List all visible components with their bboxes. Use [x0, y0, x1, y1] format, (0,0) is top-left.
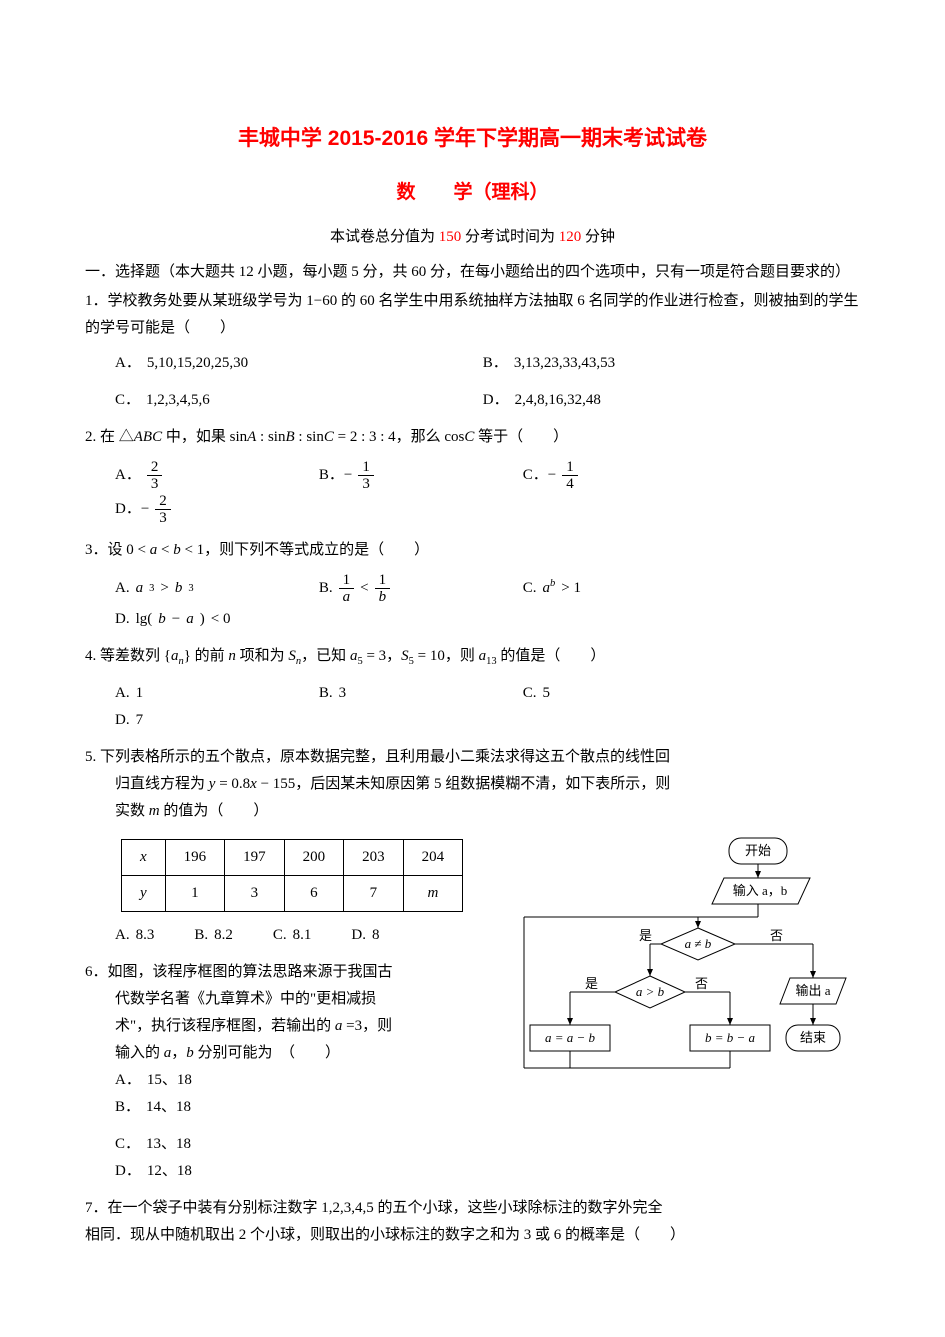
table-cell: 196 — [165, 839, 225, 875]
table-cell: 203 — [344, 839, 404, 875]
svg-text:是: 是 — [585, 976, 598, 991]
q7-l2: 相同．现从中随机取出 2 个小球，则取出的小球标注的数字之和为 3 或 6 的概… — [85, 1222, 860, 1249]
table-cell: 1 — [165, 875, 225, 911]
q1-opt-a: A．5,10,15,20,25,30 — [115, 350, 443, 377]
svg-text:否: 否 — [695, 976, 708, 991]
q1-opt-c: C．1,2,3,4,5,6 — [115, 387, 443, 414]
q2-opt-d: D．−23 — [115, 493, 279, 527]
info-score: 150 — [439, 229, 462, 245]
q3-opt-c: C. ab > 1 — [523, 572, 687, 606]
svg-text:是: 是 — [639, 928, 652, 943]
table-row: y 1 3 6 7 m — [122, 875, 463, 911]
q2-opt-c: C．−14 — [523, 459, 687, 493]
table-cell: 3 — [225, 875, 285, 911]
q2-opt-a: A．23 — [115, 459, 279, 493]
table-cell: 200 — [284, 839, 344, 875]
q2-opt-b: B．−13 — [319, 459, 483, 493]
q3-text: 3．设 0 < a < b < 1，则下列不等式成立的是（ ） — [85, 537, 860, 564]
q1-opt-d: D．2,4,8,16,32,48 — [483, 387, 811, 414]
q2-text: 2. 在 △ABC 中，如果 sinA : sinB : sinC = 2 : … — [85, 424, 860, 451]
q3-opt-d: D. lg(b − a) < 0 — [115, 606, 324, 633]
q5-table: x 196 197 200 203 204 y 1 3 6 7 m — [121, 839, 463, 912]
q6-opt-d: D．12、18 — [115, 1158, 278, 1185]
q1-text: 1．学校教务处要从某班级学号为 1−60 的 60 名学生中用系统抽样方法抽取 … — [85, 288, 860, 342]
q6-l2: 代数学名著《九章算术》中的"更相减损 — [85, 986, 504, 1013]
q5-text: 5. 下列表格所示的五个散点，原本数据完整，且利用最小二乘法求得这五个散点的线性… — [85, 744, 860, 825]
question-3: 3．设 0 < a < b < 1，则下列不等式成立的是（ ） A. a3 > … — [85, 537, 860, 633]
q4-opt-a: A. 1 — [115, 680, 279, 707]
info-time: 120 — [559, 229, 582, 245]
q4-opt-d: D. 7 — [115, 707, 279, 734]
table-cell: 204 — [403, 839, 463, 875]
question-5: 5. 下列表格所示的五个散点，原本数据完整，且利用最小二乘法求得这五个散点的线性… — [85, 744, 860, 825]
info-suffix: 分钟 — [581, 229, 615, 245]
table-cell: x — [122, 839, 166, 875]
q5-opt-c: C. 8.1 — [273, 922, 312, 949]
q6-l1: 6．如图，该程序框图的算法思路来源于我国古 — [85, 959, 504, 986]
info-mid: 分考试时间为 — [461, 229, 559, 245]
info-prefix: 本试卷总分值为 — [330, 229, 439, 245]
question-4: 4. 等差数列 {an} 的前 n 项和为 Sn，已知 a5 = 3，S5 = … — [85, 643, 860, 734]
q3-opt-a: A. a3 > b3 — [115, 572, 279, 606]
q5-q6-layout: x 196 197 200 203 204 y 1 3 6 7 m A. 8.3… — [85, 833, 860, 1195]
q6-opt-c: C．13、18 — [115, 1131, 278, 1158]
table-cell: y — [122, 875, 166, 911]
q6-opt-a: A．15、18 — [115, 1067, 278, 1094]
q5-opt-b: B. 8.2 — [194, 922, 233, 949]
svg-text:输入 a，b: 输入 a，b — [733, 883, 788, 898]
table-cell: m — [403, 875, 463, 911]
table-row: x 196 197 200 203 204 — [122, 839, 463, 875]
q5-opt-d: D. 8 — [351, 922, 379, 949]
table-cell: 7 — [344, 875, 404, 911]
q5-opt-a: A. 8.3 — [115, 922, 154, 949]
subject-subtitle: 数 学（理科） — [85, 176, 860, 210]
exam-info: 本试卷总分值为 150 分考试时间为 120 分钟 — [85, 224, 860, 251]
question-2: 2. 在 △ABC 中，如果 sinA : sinB : sinC = 2 : … — [85, 424, 860, 527]
table-cell: 6 — [284, 875, 344, 911]
svg-text:a ≠ b: a ≠ b — [685, 936, 712, 951]
svg-text:输出 a: 输出 a — [795, 983, 830, 998]
svg-text:a = a − b: a = a − b — [545, 1030, 596, 1045]
question-1: 1．学校教务处要从某班级学号为 1−60 的 60 名学生中用系统抽样方法抽取 … — [85, 288, 860, 414]
svg-text:a > b: a > b — [636, 984, 665, 999]
q4-opt-b: B. 3 — [319, 680, 483, 707]
q6-opt-b: B．14、18 — [115, 1094, 278, 1121]
question-7: 7．在一个袋子中装有分别标注数字 1,2,3,4,5 的五个小球，这些小球除标注… — [85, 1195, 860, 1249]
q3-opt-b: B. 1a < 1b — [319, 572, 483, 606]
q1-opt-b: B．3,13,23,33,43,53 — [483, 350, 811, 377]
svg-text:b = b − a: b = b − a — [705, 1030, 756, 1045]
svg-text:结束: 结束 — [800, 1030, 826, 1045]
q7-l1: 7．在一个袋子中装有分别标注数字 1,2,3,4,5 的五个小球，这些小球除标注… — [85, 1195, 860, 1222]
q6-l3: 术"，执行该程序框图，若输出的 a =3，则 — [85, 1013, 504, 1040]
table-cell: 197 — [225, 839, 285, 875]
section-1-heading: 一．选择题（本大题共 12 小题，每小题 5 分，共 60 分，在每小题给出的四… — [85, 259, 860, 286]
q4-text: 4. 等差数列 {an} 的前 n 项和为 Sn，已知 a5 = 3，S5 = … — [85, 643, 860, 672]
q6-l4: 输入的 a，b 分别可能为 （ ） — [85, 1040, 504, 1067]
page-title: 丰城中学 2015-2016 学年下学期高一期末考试试卷 — [85, 120, 860, 158]
svg-text:否: 否 — [770, 928, 783, 943]
flowchart: 开始 输入 a，b a ≠ b 是 否 a > b 是 — [520, 833, 860, 1093]
q4-opt-c: C. 5 — [523, 680, 687, 707]
svg-text:开始: 开始 — [745, 843, 771, 858]
question-6: 6．如图，该程序框图的算法思路来源于我国古 代数学名著《九章算术》中的"更相减损… — [85, 959, 504, 1185]
